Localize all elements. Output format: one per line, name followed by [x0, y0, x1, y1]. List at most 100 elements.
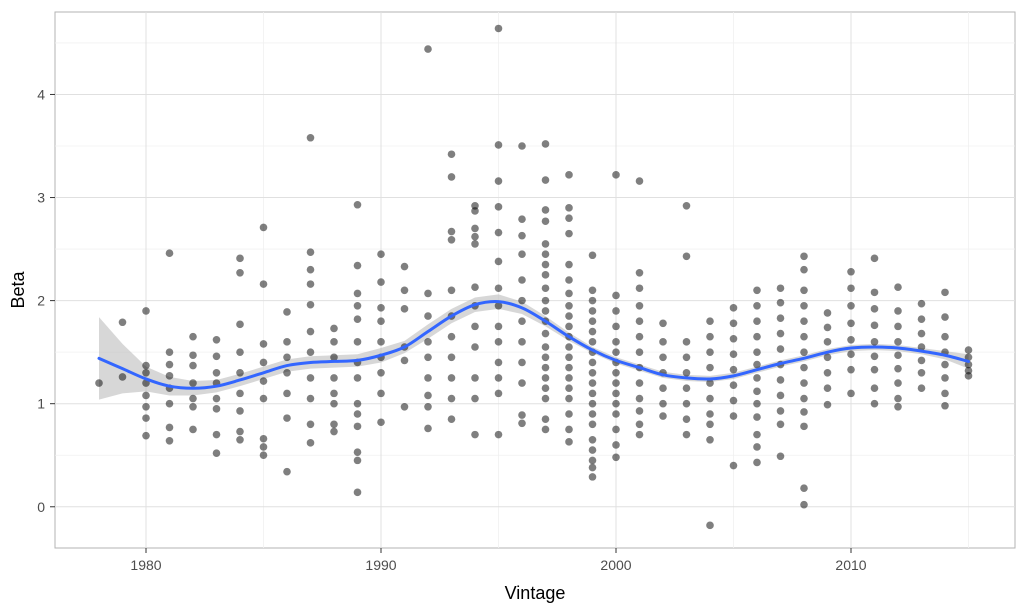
data-point — [588, 368, 597, 377]
data-point — [612, 338, 620, 346]
data-point — [541, 250, 550, 259]
data-point — [518, 276, 526, 284]
data-point — [353, 399, 362, 408]
y-axis-title: Beta — [8, 270, 28, 308]
data-point — [236, 407, 244, 415]
data-point — [118, 318, 127, 327]
data-point — [424, 424, 432, 433]
data-point — [447, 150, 456, 159]
data-point — [800, 408, 808, 416]
data-point — [306, 420, 315, 429]
data-point — [471, 232, 479, 241]
data-point — [165, 249, 174, 257]
data-point — [753, 286, 761, 295]
data-point — [165, 399, 174, 408]
data-point — [471, 283, 479, 292]
data-point — [800, 500, 808, 509]
data-point — [377, 250, 385, 259]
data-point — [212, 394, 221, 403]
data-point — [518, 250, 526, 259]
data-point — [424, 45, 432, 53]
data-point — [894, 394, 902, 403]
data-point — [706, 332, 714, 341]
data-point — [353, 200, 362, 209]
data-point — [494, 24, 503, 33]
data-point — [635, 420, 644, 429]
data-point — [236, 427, 244, 436]
data-point — [306, 394, 315, 403]
data-point — [541, 296, 550, 305]
data-point — [142, 431, 150, 440]
data-point — [212, 352, 221, 361]
data-point — [706, 348, 714, 356]
smooth-line-layer — [97, 300, 970, 390]
data-point — [259, 434, 268, 443]
data-point — [471, 343, 479, 351]
data-point — [612, 171, 620, 179]
data-point — [612, 348, 620, 356]
data-point — [471, 394, 479, 403]
data-point — [330, 427, 338, 436]
data-point — [377, 389, 385, 398]
data-point — [447, 374, 456, 382]
data-point — [424, 402, 432, 411]
data-point — [917, 343, 926, 351]
data-point — [236, 368, 244, 377]
data-point — [306, 327, 315, 336]
data-point — [353, 374, 362, 382]
data-point — [494, 177, 503, 185]
data-point — [753, 317, 761, 326]
data-point — [259, 394, 268, 403]
data-point — [917, 368, 926, 377]
data-point — [212, 368, 221, 377]
data-point — [612, 379, 620, 387]
data-point — [800, 363, 808, 372]
data-point — [189, 402, 197, 411]
data-point — [236, 389, 244, 398]
data-point — [753, 430, 761, 439]
data-point — [776, 284, 785, 293]
data-point — [142, 414, 150, 422]
data-point — [941, 401, 949, 410]
data-point — [706, 363, 714, 372]
data-point — [236, 320, 244, 329]
data-point — [776, 298, 785, 307]
data-point — [729, 319, 738, 328]
data-point — [494, 228, 503, 237]
data-point — [541, 363, 550, 372]
data-point — [753, 360, 761, 369]
data-point — [283, 353, 291, 362]
data-point — [353, 448, 362, 456]
data-point — [612, 322, 620, 331]
data-point — [189, 351, 197, 360]
data-point — [682, 415, 691, 423]
data-point — [635, 348, 644, 356]
data-point — [776, 407, 785, 415]
data-point — [494, 358, 503, 367]
data-point — [635, 407, 644, 415]
data-point — [565, 363, 573, 372]
data-point — [330, 324, 338, 333]
confidence-ribbon — [99, 294, 969, 400]
data-point — [682, 252, 691, 261]
data-point — [800, 317, 808, 326]
data-point — [800, 379, 808, 387]
data-point — [917, 356, 926, 365]
y-tick-label-2: 2 — [37, 293, 45, 309]
data-point — [659, 384, 667, 393]
data-point — [306, 133, 315, 142]
data-point — [588, 446, 597, 454]
data-point — [518, 419, 526, 428]
data-point — [588, 307, 597, 315]
data-point — [494, 374, 503, 382]
data-point — [471, 374, 479, 382]
data-point — [800, 422, 808, 431]
data-point — [800, 286, 808, 295]
data-point — [189, 361, 197, 370]
data-point — [870, 352, 879, 361]
data-point — [729, 304, 738, 312]
data-point — [612, 291, 620, 300]
data-point — [753, 301, 761, 310]
data-point — [612, 453, 620, 462]
data-point — [682, 353, 691, 362]
